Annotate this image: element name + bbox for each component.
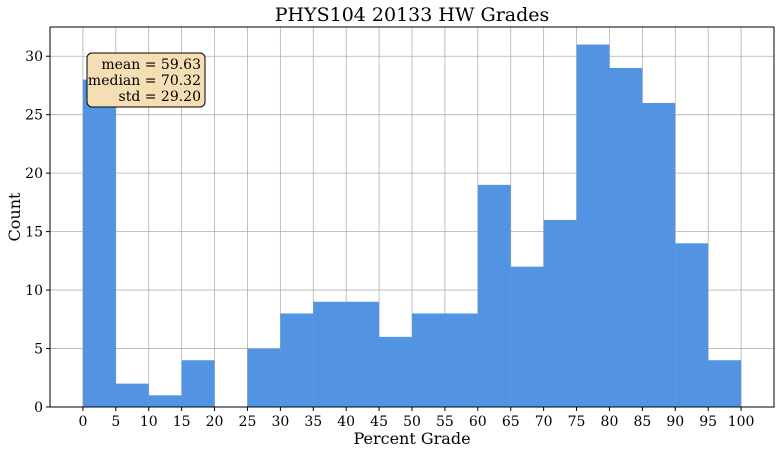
x-tick-label: 15 <box>173 414 191 430</box>
x-tick-label: 30 <box>271 414 289 430</box>
y-tick-label: 15 <box>25 225 43 241</box>
histogram-bar <box>675 243 709 407</box>
y-axis-label: Count <box>5 192 24 241</box>
y-tick-label: 10 <box>25 283 43 299</box>
histogram-bar <box>576 44 610 408</box>
x-tick-label: 45 <box>370 414 388 430</box>
x-tick-label: 5 <box>111 414 120 430</box>
x-tick-label: 50 <box>403 414 421 430</box>
stats-box-background <box>86 52 206 108</box>
x-tick-label: 70 <box>535 414 553 430</box>
x-tick-label: 95 <box>699 414 717 430</box>
x-tick-label: 20 <box>206 414 224 430</box>
x-tick-label: 25 <box>239 414 257 430</box>
x-tick-label: 35 <box>304 414 322 430</box>
y-tick-label: 20 <box>25 166 43 182</box>
y-tick-label: 5 <box>34 342 43 358</box>
bars <box>82 44 742 408</box>
histogram-bar <box>444 313 478 407</box>
x-tick-label: 85 <box>633 414 651 430</box>
histogram-bar <box>477 184 511 407</box>
y-axis-ticks: 0 5 10 15 20 25 30 <box>25 49 50 416</box>
histogram-bar <box>642 103 676 407</box>
histogram-bar <box>346 301 380 407</box>
x-tick-label: 80 <box>601 414 619 430</box>
stats-box: mean = 59.63 median = 70.32 std = 29.20 <box>86 52 206 108</box>
chart-title: PHYS104 20133 HW Grades <box>275 4 550 26</box>
histogram-bar <box>510 266 544 407</box>
stats-mean: mean = 59.63 <box>101 57 201 73</box>
histogram-bar <box>115 383 149 407</box>
histogram-bar <box>82 79 116 407</box>
histogram-bar <box>609 67 643 407</box>
histogram-bar <box>247 348 281 407</box>
y-tick-label: 30 <box>25 49 43 65</box>
histogram-bar <box>181 360 215 407</box>
x-tick-label: 75 <box>568 414 586 430</box>
y-tick-label: 0 <box>34 400 43 416</box>
x-tick-label: 40 <box>337 414 355 430</box>
histogram-bar <box>313 301 347 407</box>
x-axis-label: Percent Grade <box>353 429 470 448</box>
x-tick-label: 55 <box>436 414 454 430</box>
histogram-bar <box>543 219 577 407</box>
x-tick-label: 65 <box>502 414 520 430</box>
x-axis-ticks: 0 5 10 15 20 25 30 35 40 45 50 55 60 65 70 75 80 85 90 95 10… <box>78 407 754 430</box>
x-tick-label: 0 <box>78 414 87 430</box>
histogram-bar <box>412 313 445 407</box>
stats-std: std = 29.20 <box>119 89 201 105</box>
stats-median: median = 70.32 <box>88 73 201 89</box>
histogram-bar <box>280 313 314 407</box>
x-tick-label: 60 <box>469 414 487 430</box>
histogram-bar <box>379 336 412 407</box>
histogram-bar <box>708 360 742 407</box>
x-tick-label: 10 <box>140 414 158 430</box>
histogram-bar <box>148 395 182 407</box>
x-tick-label: 100 <box>728 414 755 430</box>
y-tick-label: 25 <box>25 108 43 124</box>
x-tick-label: 90 <box>666 414 684 430</box>
